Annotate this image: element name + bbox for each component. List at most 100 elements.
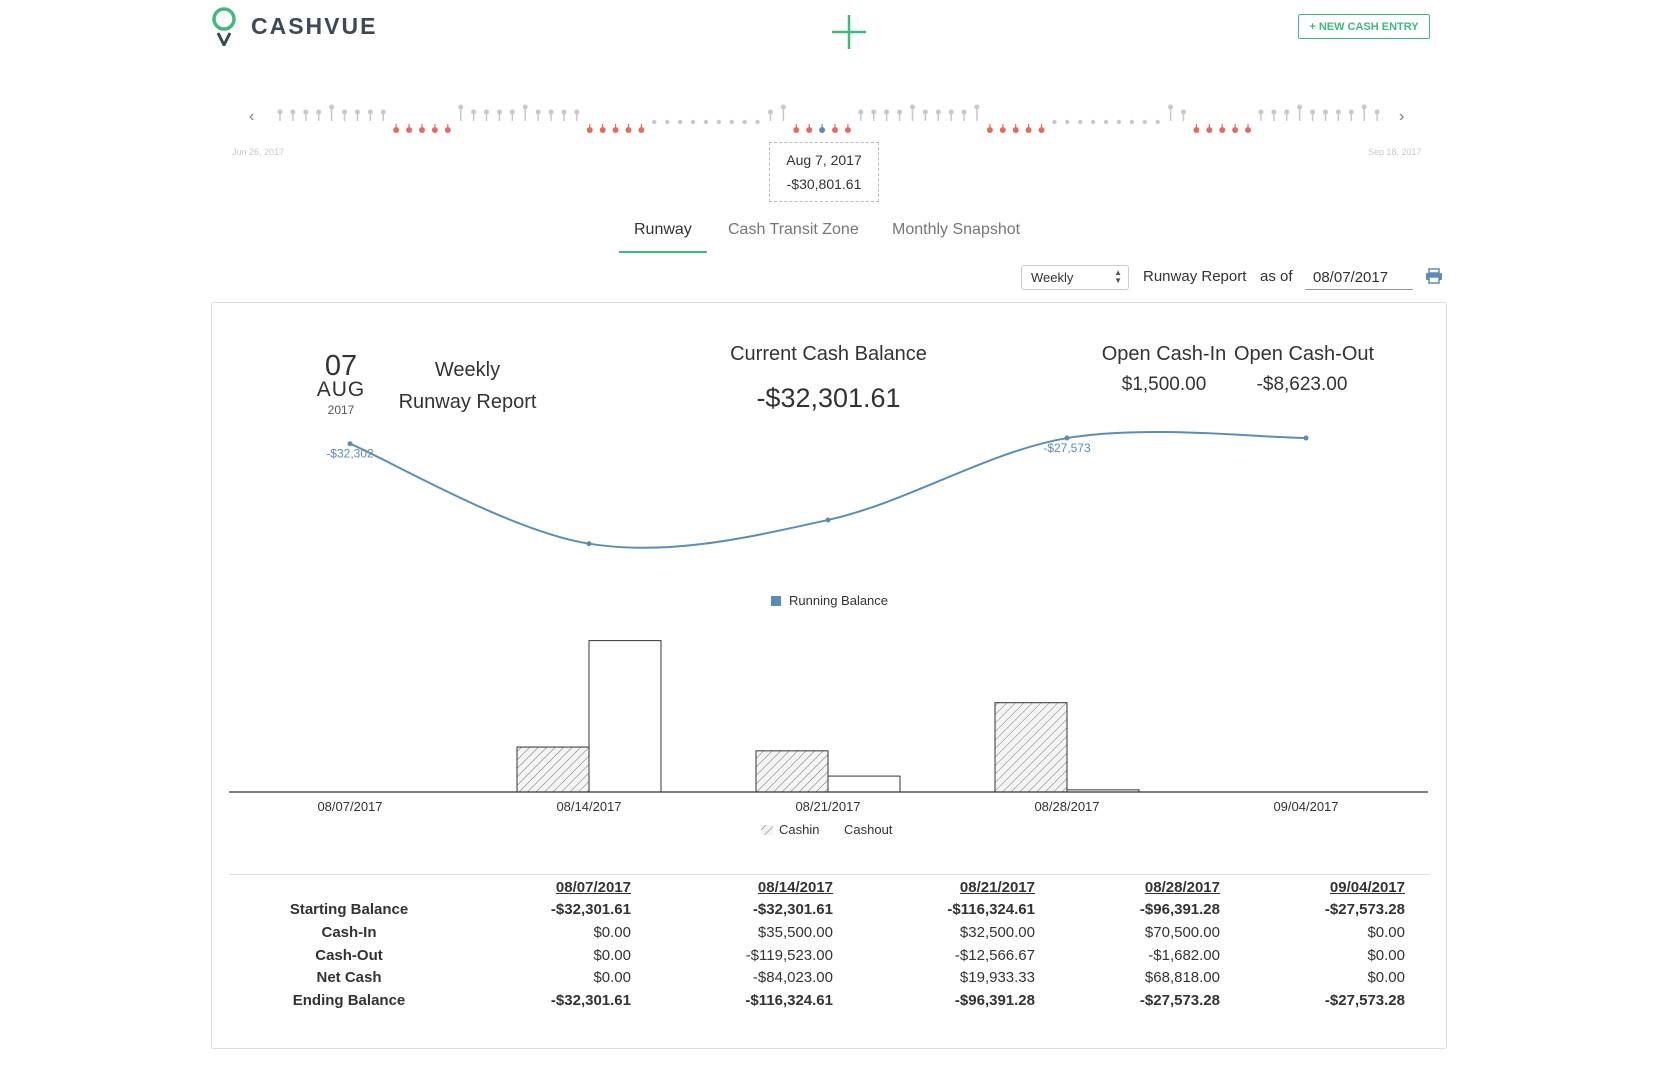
timeline-day[interactable] (342, 109, 348, 115)
timeline-day[interactable] (367, 109, 373, 115)
timeline-day[interactable] (1245, 127, 1252, 133)
running-balance-point[interactable] (1303, 435, 1309, 441)
legend-label-cashin[interactable]: Cashin (779, 822, 819, 837)
timeline-day[interactable] (767, 109, 773, 115)
timeline-day[interactable] (354, 109, 360, 115)
cashout-bar[interactable] (588, 640, 662, 793)
timeline-day[interactable] (1310, 109, 1316, 115)
timeline-day[interactable] (1284, 109, 1290, 115)
timeline-day[interactable] (948, 109, 954, 115)
timeline-day[interactable] (1374, 109, 1380, 115)
timeline-day[interactable] (418, 127, 425, 133)
timeline-day[interactable] (316, 109, 322, 115)
chevron-left-icon[interactable]: ‹ (249, 108, 255, 125)
running-balance-point[interactable] (1064, 435, 1070, 441)
timeline-day[interactable] (329, 104, 335, 110)
as-of-date-input[interactable] (1305, 265, 1413, 290)
timeline-day[interactable] (1103, 119, 1109, 125)
tab-cash-transit-zone[interactable]: Cash Transit Zone (728, 221, 859, 238)
timeline-day[interactable] (652, 119, 657, 125)
timeline-day[interactable] (1219, 127, 1226, 133)
running-balance-point[interactable] (347, 441, 353, 447)
cashin-bar[interactable] (755, 750, 829, 793)
timeline-day[interactable] (1335, 109, 1341, 115)
timeline-day[interactable] (716, 119, 722, 125)
timeline-day[interactable] (393, 127, 400, 133)
timeline-day[interactable] (1065, 119, 1070, 125)
timeline-strip[interactable] (270, 100, 1390, 140)
timeline-day[interactable] (690, 119, 696, 125)
timeline-day[interactable] (1297, 104, 1303, 110)
add-icon[interactable] (829, 12, 869, 52)
timeline-day[interactable] (844, 127, 851, 133)
timeline-day[interactable] (484, 109, 490, 115)
timeline-day[interactable] (444, 127, 451, 133)
timeline-day[interactable] (974, 104, 980, 110)
timeline-day[interactable] (1232, 127, 1239, 133)
timeline-day[interactable] (884, 109, 890, 115)
timeline-day[interactable] (935, 109, 941, 115)
timeline-day[interactable] (303, 109, 309, 115)
timeline-day[interactable] (1361, 104, 1367, 110)
timeline-day[interactable] (380, 109, 386, 115)
timeline-day[interactable] (496, 109, 502, 115)
tab-runway[interactable]: Runway (634, 221, 692, 238)
timeline-day[interactable] (1012, 127, 1019, 133)
running-balance-point[interactable] (825, 517, 831, 523)
timeline-day[interactable] (703, 119, 709, 125)
timeline-day[interactable] (1142, 119, 1147, 125)
timeline-day[interactable] (1052, 119, 1057, 125)
cashin-bar[interactable] (516, 746, 590, 793)
timeline-day[interactable] (1155, 119, 1160, 125)
timeline-day[interactable] (832, 127, 838, 133)
timeline-day[interactable] (677, 119, 683, 125)
timeline-day[interactable] (961, 109, 967, 115)
timeline-day[interactable] (1025, 127, 1032, 133)
timeline-day[interactable] (561, 109, 567, 115)
tab-monthly-snapshot[interactable]: Monthly Snapshot (892, 221, 1021, 238)
timeline-day[interactable] (742, 119, 747, 125)
timeline-day[interactable] (431, 127, 438, 133)
timeline-day[interactable] (793, 127, 800, 133)
timeline-day[interactable] (1348, 109, 1354, 115)
timeline-day[interactable] (586, 127, 593, 133)
timeline-day[interactable] (599, 127, 606, 133)
cashout-bar[interactable] (827, 775, 901, 793)
timeline-day[interactable] (522, 104, 528, 110)
timeline-day[interactable] (1258, 109, 1264, 115)
timeline-day[interactable] (1206, 127, 1213, 133)
app-logo[interactable]: CASHVUE (209, 6, 377, 46)
timeline-day[interactable] (1116, 119, 1122, 125)
timeline-day[interactable] (638, 127, 645, 133)
timeline-day[interactable] (1090, 119, 1096, 125)
chevron-right-icon[interactable]: › (1399, 108, 1405, 125)
timeline-day[interactable] (999, 127, 1006, 133)
timeline-day[interactable] (729, 119, 734, 125)
timeline-day[interactable] (871, 109, 877, 115)
legend-label-cashout[interactable]: Cashout (844, 822, 893, 837)
timeline-day[interactable] (406, 127, 413, 133)
timeline-day[interactable] (574, 109, 580, 115)
timeline-day[interactable] (755, 119, 760, 125)
timeline-day[interactable] (1129, 119, 1135, 125)
timeline-day[interactable] (922, 109, 928, 115)
print-icon[interactable] (1425, 268, 1443, 284)
timeline-day[interactable] (1168, 104, 1174, 110)
timeline-day[interactable] (1038, 127, 1045, 133)
timeline-day[interactable] (509, 109, 515, 115)
timeline-day[interactable] (858, 109, 864, 115)
timeline-day[interactable] (909, 104, 915, 110)
period-select[interactable]: Weekly ▲ ▼ (1021, 265, 1129, 290)
timeline-day[interactable] (458, 104, 464, 110)
timeline-day[interactable] (1078, 119, 1083, 125)
timeline-day[interactable] (665, 119, 670, 125)
timeline-day[interactable] (897, 109, 903, 115)
timeline-day[interactable] (548, 109, 554, 115)
timeline-day[interactable] (986, 127, 993, 133)
timeline-day[interactable] (806, 127, 813, 133)
cashin-bar[interactable] (994, 702, 1068, 793)
timeline-day[interactable] (1193, 127, 1200, 133)
timeline-day[interactable] (819, 127, 826, 133)
running-balance-point[interactable] (586, 541, 592, 547)
timeline-day[interactable] (1271, 109, 1277, 115)
